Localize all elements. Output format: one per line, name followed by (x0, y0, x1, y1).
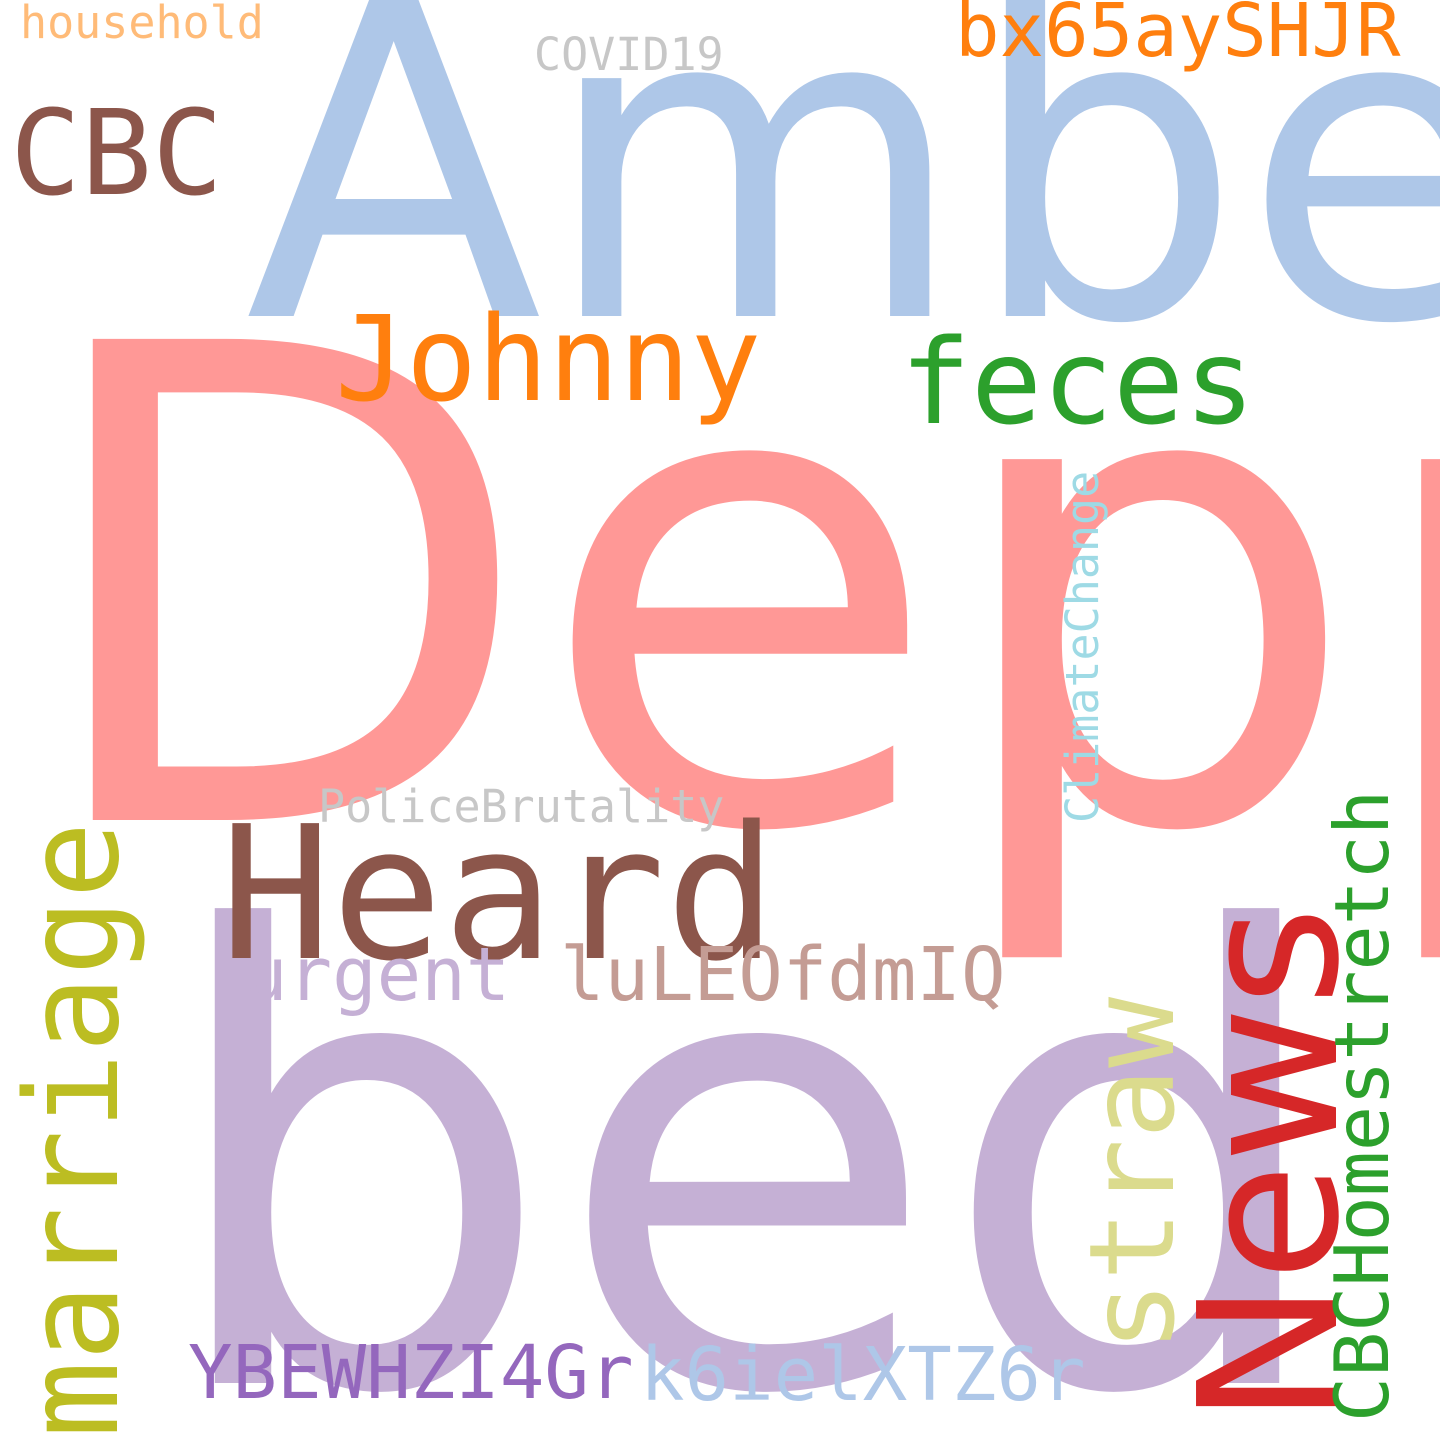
word-climatechange: ClimateChange (1056, 470, 1109, 823)
word-amber: Amber (245, 0, 1440, 419)
word-covid19: COVID19 (534, 28, 724, 81)
word-ybewhzi4gr: YBEWHZI4Gr (188, 1330, 634, 1416)
word-cbchomestretch: CBCHomestretch (1318, 789, 1406, 1422)
word-depp: Depp (28, 207, 1440, 976)
word-bx65ayshjr: bx65aySHJR (955, 0, 1401, 74)
word-urgent: urgent (243, 932, 511, 1018)
word-marriage: marriage (0, 821, 148, 1439)
word-bed: bed (158, 804, 1336, 1440)
word-straw: straw (1063, 996, 1201, 1352)
word-policebrutality: PoliceBrutality (318, 780, 725, 833)
word-johnny: Johnny (335, 290, 762, 428)
word-feces: feces (900, 313, 1256, 451)
word-household: household (20, 0, 264, 49)
word-cbc: CBC (10, 84, 224, 222)
word-k6ielxtz6r: k6ielXTZ6r (640, 1332, 1086, 1418)
word-lulEOfdmIQ: luLEOfdmIQ (560, 932, 1006, 1018)
word-heard: Heard (220, 786, 777, 1002)
